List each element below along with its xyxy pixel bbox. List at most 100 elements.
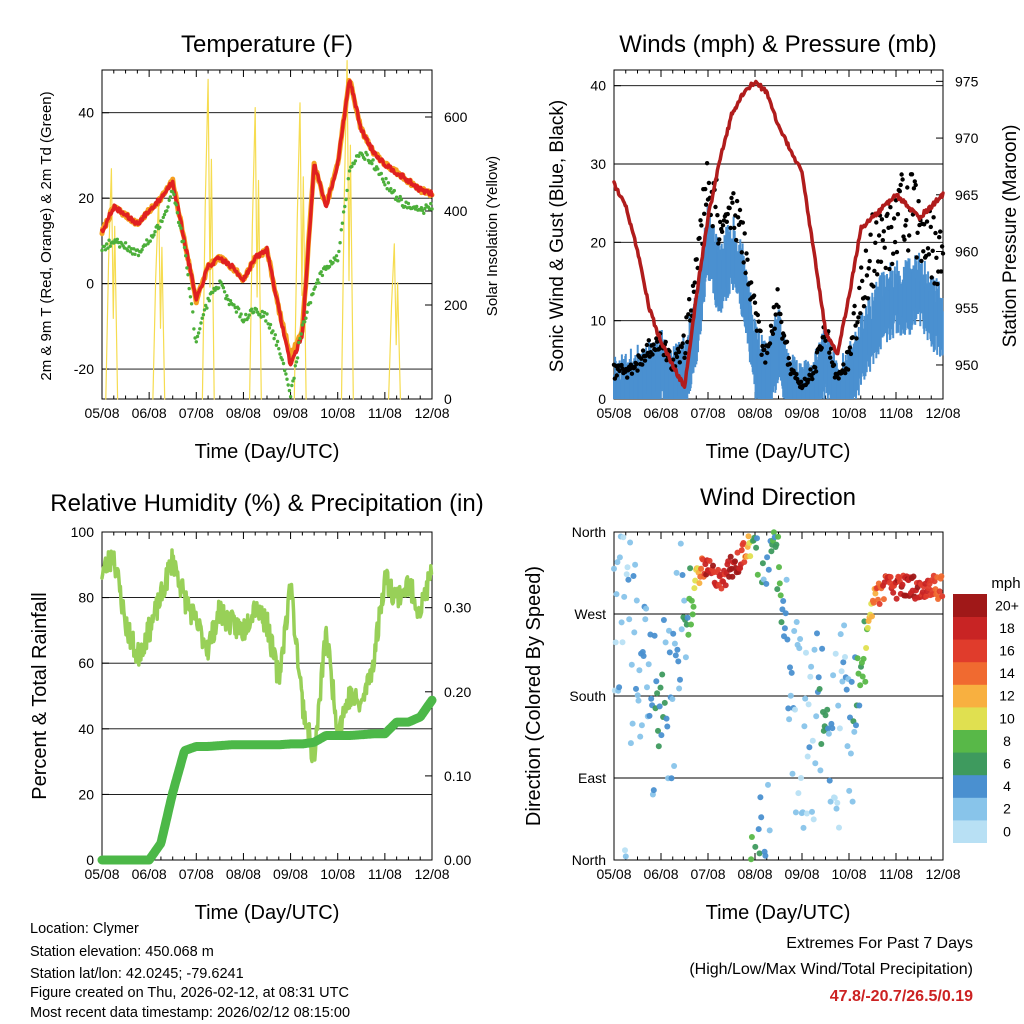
wind-direction-point — [759, 560, 766, 567]
wind-direction-point — [853, 722, 859, 729]
wind-direction-point — [781, 625, 788, 632]
wind-direction-point — [625, 576, 632, 583]
dewpoint-point — [148, 239, 152, 243]
wind-direction-point — [864, 624, 871, 631]
gust-point — [895, 212, 901, 217]
wind-direction-point — [631, 629, 638, 636]
gust-point — [911, 186, 917, 191]
dewpoint-point — [200, 316, 204, 320]
dewpoint-point — [185, 266, 189, 270]
solar-insolation-line — [293, 102, 307, 400]
gust-point — [865, 296, 870, 301]
gust-point — [810, 376, 815, 382]
gust-point — [925, 246, 931, 251]
wind-direction-point — [893, 595, 900, 602]
wind-direction-point — [815, 674, 822, 681]
dewpoint-point — [311, 292, 315, 296]
humidity-y2-tick-label: 0.10 — [444, 768, 471, 784]
gust-point — [926, 252, 932, 257]
dewpoint-point — [187, 286, 191, 291]
gust-point — [720, 223, 726, 228]
humidity-x-tick-label: 07/08 — [179, 866, 214, 882]
gust-point — [851, 311, 856, 316]
gust-point — [772, 326, 777, 331]
gust-point — [876, 233, 882, 238]
direction-xlabel: Time (Day/UTC) — [706, 902, 851, 924]
gust-point — [939, 244, 945, 249]
dewpoint-point — [392, 188, 396, 193]
dewpoint-point — [271, 329, 275, 333]
direction-x-tick-label: 05/08 — [596, 866, 631, 882]
gust-point — [679, 344, 684, 350]
gust-point — [847, 345, 853, 350]
gust-point — [888, 205, 893, 210]
gust-point — [744, 251, 749, 256]
wind-direction-point — [806, 744, 813, 751]
wind-direction-point — [764, 554, 771, 561]
legend-swatch — [953, 797, 987, 821]
gust-point — [843, 370, 848, 376]
wind-direction-point — [627, 539, 634, 546]
dewpoint-point — [234, 310, 239, 314]
wind-direction-point — [765, 781, 771, 788]
legend-label: 16 — [999, 643, 1015, 659]
temp-2m-line — [100, 79, 434, 367]
dewpoint-point — [308, 301, 313, 305]
wind-direction-point — [758, 814, 765, 821]
gust-point — [741, 260, 746, 265]
wind-direction-point — [785, 705, 792, 712]
gust-point — [919, 258, 924, 264]
dewpoint-point — [293, 364, 297, 368]
gust-point — [808, 367, 813, 372]
gust-point — [868, 232, 873, 237]
wind-direction-point — [683, 621, 690, 628]
wind-direction-point — [810, 816, 817, 823]
wind-direction-point — [677, 676, 683, 683]
wind-direction-point — [910, 573, 917, 580]
gust-point — [912, 179, 917, 184]
dewpoint-point — [246, 316, 250, 320]
legend-label: 18 — [999, 620, 1015, 636]
wind-direction-point — [688, 621, 694, 628]
dewpoint-point — [127, 245, 131, 249]
wind-direction-point — [677, 540, 684, 547]
wind-direction-point — [616, 684, 623, 691]
gust-point — [617, 368, 622, 374]
wind-direction-point — [670, 630, 677, 637]
gust-point — [828, 355, 833, 360]
dewpoint-point — [419, 206, 424, 210]
wind-direction-point — [722, 582, 729, 589]
humidity-y2-tick-label: 0.00 — [444, 852, 471, 868]
gust-point — [749, 280, 754, 285]
gust-point — [930, 248, 935, 253]
dewpoint-point — [204, 303, 208, 308]
wind-direction-point — [763, 580, 770, 587]
wind-direction-point — [630, 573, 637, 579]
gust-point — [934, 255, 939, 260]
wind-direction-point — [633, 685, 639, 692]
direction-y-tick-label: North — [572, 852, 606, 868]
wind-direction-point — [681, 597, 688, 604]
dewpoint-point — [278, 352, 282, 356]
direction-x-tick-label: 12/08 — [925, 866, 960, 882]
wind-direction-point — [787, 664, 793, 671]
dewpoint-point — [205, 306, 209, 310]
dewpoint-point — [363, 157, 367, 161]
gust-point — [882, 245, 887, 250]
winds-x-tick-label: 06/08 — [643, 405, 678, 421]
dewpoint-point — [380, 177, 385, 181]
dewpoint-point — [258, 312, 262, 317]
gust-point — [725, 211, 730, 217]
gust-point — [735, 215, 741, 220]
gust-point — [855, 320, 860, 325]
gust-point — [743, 270, 748, 276]
humidity-title: Relative Humidity (%) & Precipitation (i… — [50, 490, 483, 517]
gust-point — [682, 355, 687, 360]
gust-point — [856, 315, 861, 320]
wind-direction-point — [801, 723, 808, 730]
gust-point — [891, 216, 897, 221]
gust-point — [915, 230, 920, 235]
temperature-x-tick-label: 06/08 — [132, 405, 167, 421]
wind-direction-point — [859, 673, 866, 680]
dewpoint-point — [386, 181, 391, 185]
